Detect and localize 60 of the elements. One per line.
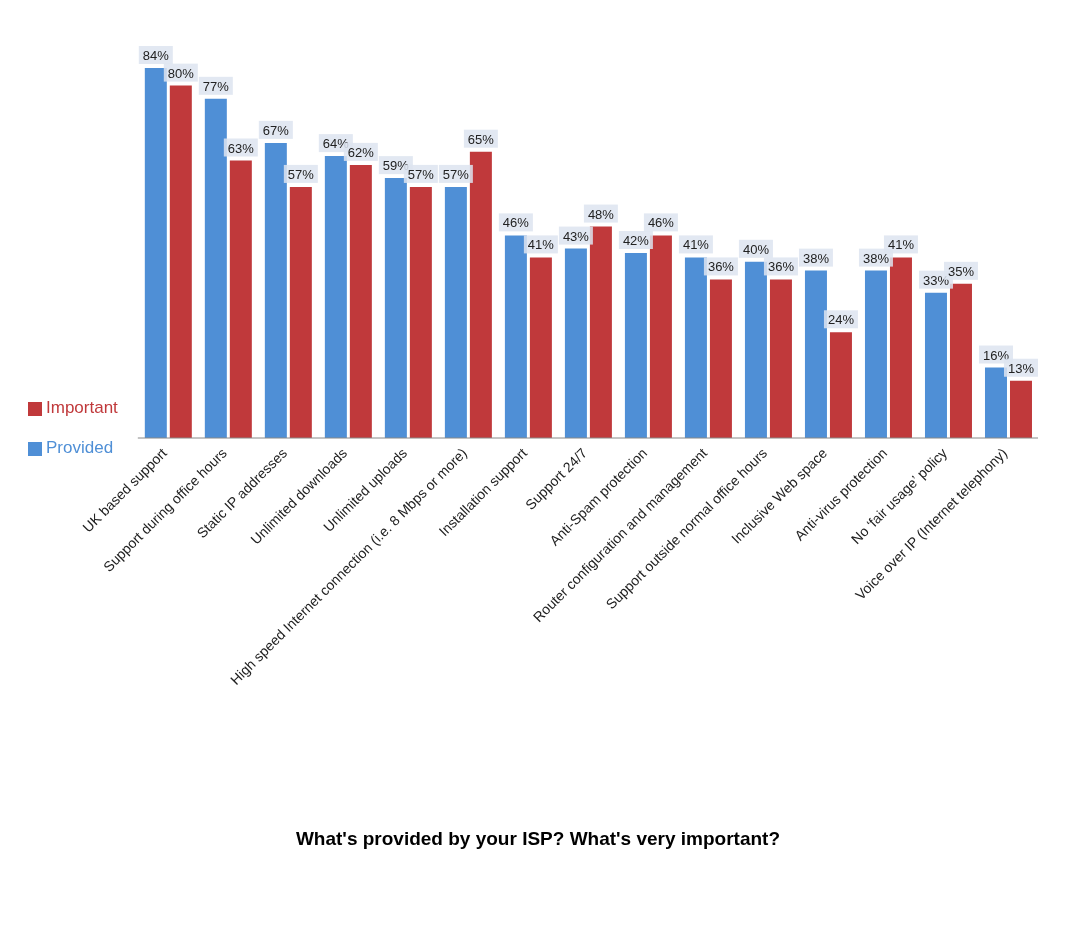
data-label: 38% — [802, 250, 830, 266]
bar — [1009, 380, 1032, 438]
bar — [409, 186, 432, 438]
data-label: 57% — [442, 166, 470, 182]
data-label: 16% — [982, 347, 1010, 363]
data-label: 84% — [142, 48, 170, 63]
data-label: 41% — [887, 237, 915, 253]
bar — [924, 292, 947, 438]
bar — [564, 248, 587, 438]
data-label: 38% — [862, 250, 890, 266]
data-label: 67% — [262, 122, 290, 138]
bar — [889, 257, 912, 438]
data-label: 35% — [947, 263, 975, 279]
data-label: 36% — [707, 259, 735, 275]
bar — [589, 226, 612, 438]
data-label: 80% — [167, 65, 195, 81]
bar — [444, 186, 467, 438]
bar — [504, 235, 527, 438]
legend-label: Provided — [46, 438, 114, 457]
text: What's provided by your ISP? What's very important? — [294, 828, 782, 850]
bar — [709, 279, 732, 438]
bar — [169, 85, 192, 438]
bar — [769, 279, 792, 438]
bar — [204, 98, 227, 438]
data-label: 13% — [1007, 360, 1035, 376]
data-label: 24% — [827, 312, 855, 328]
bar — [684, 257, 707, 438]
data-label: 43% — [562, 228, 590, 244]
bar — [144, 68, 167, 438]
bar — [384, 178, 407, 438]
bar — [829, 332, 852, 438]
bar — [289, 186, 312, 438]
bar — [264, 142, 287, 438]
data-label: 77% — [202, 78, 230, 94]
bar — [649, 235, 672, 438]
bar — [624, 253, 647, 438]
bar — [529, 257, 552, 438]
bar — [744, 261, 767, 438]
data-label: 57% — [287, 166, 315, 182]
bar — [229, 160, 252, 438]
data-label: 62% — [347, 144, 375, 160]
bar — [864, 270, 887, 438]
data-label: 65% — [467, 131, 495, 147]
bar — [949, 283, 972, 438]
bar — [984, 367, 1007, 438]
bar — [804, 270, 827, 438]
data-label: 41% — [682, 237, 710, 253]
bar — [324, 156, 347, 438]
bar — [469, 151, 492, 438]
data-label: 42% — [622, 233, 650, 248]
legend-label: Important — [46, 398, 118, 417]
data-label: 57% — [407, 166, 435, 182]
data-label: 46% — [502, 215, 530, 231]
data-label: 48% — [587, 206, 615, 222]
data-label: 63% — [227, 140, 255, 156]
bar — [349, 164, 372, 438]
data-label: 40% — [742, 241, 770, 257]
data-label: 41% — [527, 237, 555, 253]
data-label: 36% — [767, 259, 795, 275]
data-label: 46% — [647, 215, 675, 231]
